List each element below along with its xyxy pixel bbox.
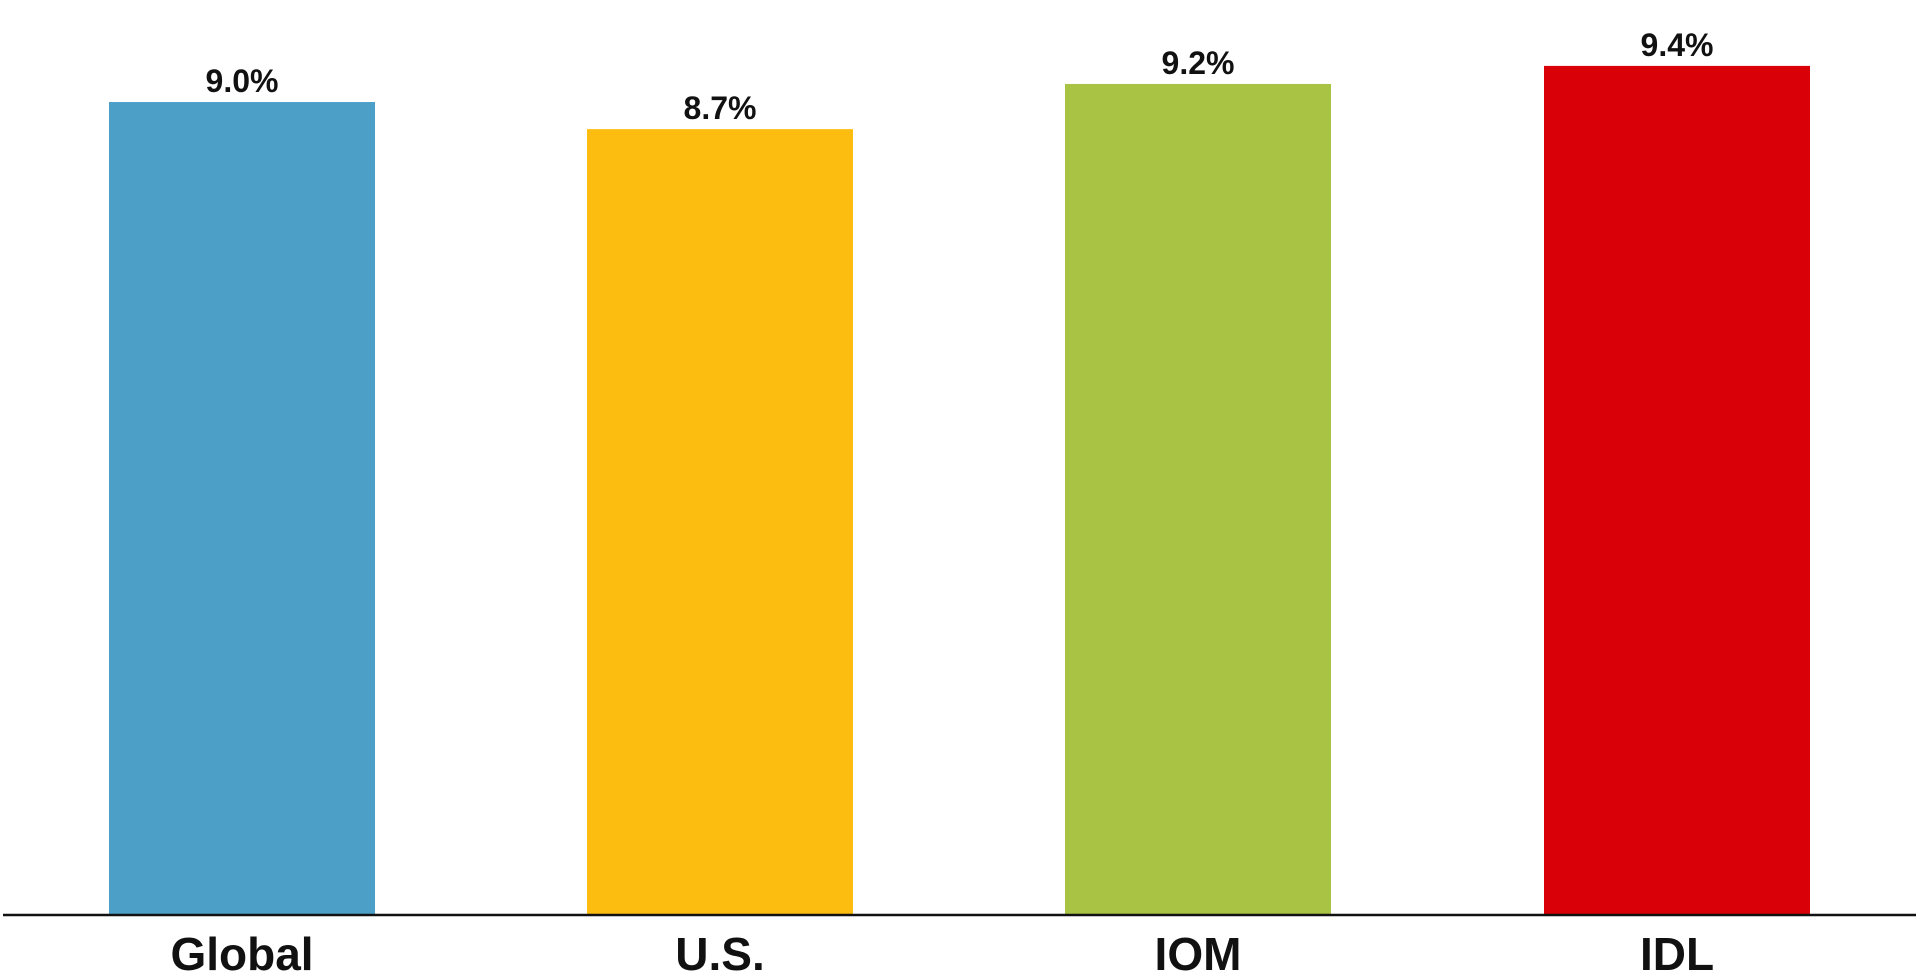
bar-u-s xyxy=(587,129,853,915)
category-label-iom: IOM xyxy=(1155,928,1242,980)
value-label-u-s: 8.7% xyxy=(684,90,757,126)
value-label-global: 9.0% xyxy=(206,63,279,99)
bars-group xyxy=(109,65,1810,916)
bar-global xyxy=(109,102,375,915)
bar-idl xyxy=(1544,65,1810,915)
bar-iom xyxy=(1065,83,1331,916)
category-label-global: Global xyxy=(170,928,313,980)
category-label-idl: IDL xyxy=(1640,928,1714,980)
value-label-iom: 9.2% xyxy=(1162,45,1235,81)
category-label-u-s: U.S. xyxy=(675,928,764,980)
category-labels-group: Global U.S. IOM IDL xyxy=(170,928,1714,980)
value-label-idl: 9.4% xyxy=(1641,27,1714,63)
value-labels-group: 9.0% 8.7% 9.2% 9.4% xyxy=(206,27,1714,126)
